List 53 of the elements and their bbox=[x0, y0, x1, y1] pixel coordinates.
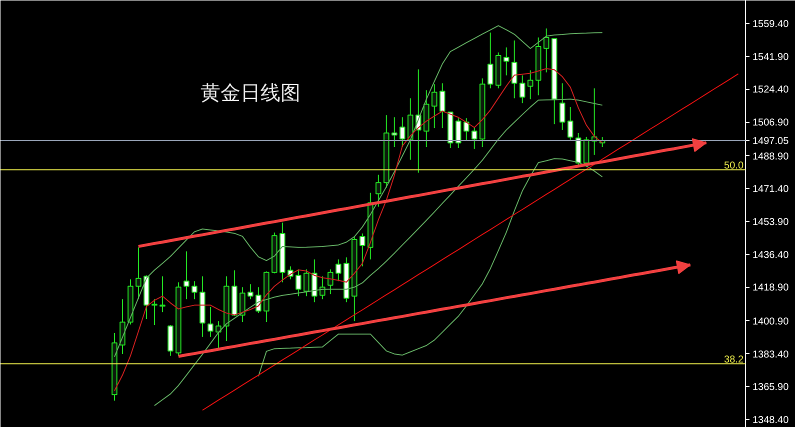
candlestick bbox=[487, 32, 494, 89]
annotation: 38.2 bbox=[724, 354, 744, 366]
candlestick bbox=[511, 40, 518, 99]
candlestick bbox=[376, 174, 382, 208]
candlestick bbox=[583, 136, 590, 168]
candlestick bbox=[120, 298, 126, 354]
candlestick bbox=[360, 233, 366, 267]
y-tick-label: 1365.90 bbox=[752, 382, 790, 394]
y-tick-label: 1497.05 bbox=[752, 136, 790, 148]
candlestick bbox=[463, 118, 470, 142]
y-tick-label: 1383.40 bbox=[752, 349, 790, 360]
candlestick bbox=[160, 276, 166, 313]
candlestick bbox=[320, 276, 326, 300]
candlestick bbox=[519, 74, 526, 104]
y-tick-label: 1400.90 bbox=[752, 316, 790, 328]
y-tick-label: 1541.90 bbox=[752, 52, 790, 63]
candlestick bbox=[471, 126, 478, 150]
y-tick-label: 1559.40 bbox=[752, 19, 790, 30]
candlestick bbox=[431, 84, 438, 129]
annotation: 50.0 bbox=[724, 160, 744, 172]
y-tick-label: 1506.90 bbox=[752, 118, 790, 129]
line-series bbox=[114, 25, 603, 358]
candlestick bbox=[399, 116, 406, 148]
candlestick bbox=[152, 298, 158, 326]
candlestick bbox=[567, 106, 574, 140]
line-series bbox=[258, 158, 603, 377]
y-tick-label: 1348.40 bbox=[752, 414, 790, 426]
candlestick bbox=[503, 46, 510, 76]
candlestick bbox=[527, 70, 534, 100]
candlestick bbox=[336, 258, 342, 282]
y-tick-label: 1488.90 bbox=[752, 151, 790, 162]
y-tick-label: 1436.40 bbox=[752, 250, 790, 261]
y-tick-label: 1471.40 bbox=[752, 184, 790, 196]
candlestick bbox=[391, 116, 398, 148]
candlestick bbox=[455, 118, 462, 148]
y-tick-label: 1453.90 bbox=[752, 217, 790, 228]
candlestick bbox=[543, 28, 550, 73]
candlestick bbox=[328, 268, 334, 295]
y-tick-label: 1524.40 bbox=[752, 84, 790, 96]
text: 黄金日线图 bbox=[200, 80, 300, 104]
candlestick bbox=[192, 280, 198, 300]
candlestick bbox=[184, 250, 190, 300]
candlestick bbox=[216, 320, 222, 348]
candlestick bbox=[208, 306, 214, 338]
candlestick bbox=[248, 284, 254, 300]
candlestick bbox=[439, 82, 446, 129]
candlestick bbox=[559, 82, 566, 130]
candlestick bbox=[296, 268, 302, 297]
candlestick bbox=[312, 258, 318, 303]
candlestick bbox=[240, 286, 246, 323]
candlestick bbox=[304, 268, 310, 297]
y-tick-label: 1418.90 bbox=[752, 282, 790, 294]
candlestick bbox=[136, 246, 142, 300]
